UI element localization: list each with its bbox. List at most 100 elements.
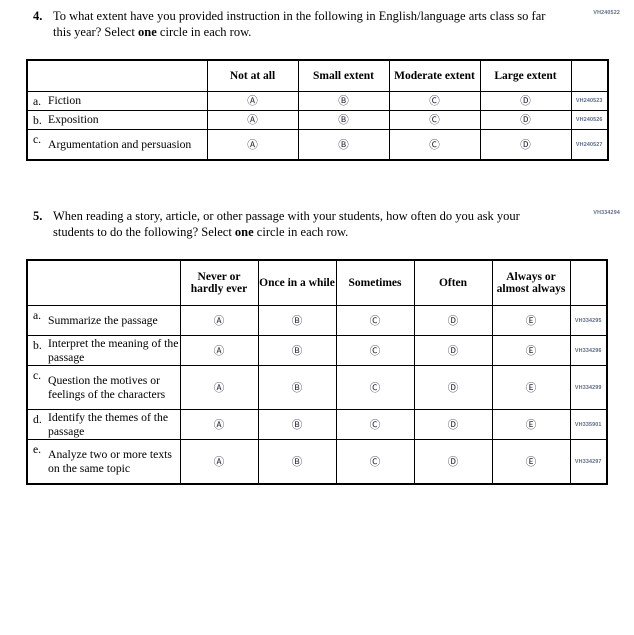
matrix-5-option-a2[interactable]: Ⓑ [257,305,337,336]
matrix-5-option-c1[interactable]: Ⓐ [179,365,259,410]
matrix-5-option-c4[interactable]: Ⓓ [413,365,493,410]
circle-option-b: Ⓑ [291,418,303,431]
circle-option-d: Ⓓ [520,95,531,107]
circle-option-c: Ⓒ [369,418,381,431]
matrix-5-option-e4[interactable]: Ⓓ [413,439,493,485]
question-5-text: When reading a story, article, or other … [53,208,554,240]
circle-option-b: Ⓑ [338,114,349,126]
matrix-5-option-b1[interactable]: Ⓐ [179,335,259,366]
question-block-4: VH240522 4. To what extent have you prov… [0,8,634,42]
item-code-row-c: VH240527 [570,129,609,161]
circle-option-e: Ⓔ [525,344,537,357]
circle-option-c: Ⓒ [429,138,440,151]
matrix-4-option-a4[interactable]: Ⓓ [479,91,572,111]
circle-option-c: Ⓒ [429,114,440,126]
matrix-5-option-a1[interactable]: Ⓐ [179,305,259,336]
item-code-question-5: VH334294 [593,210,620,216]
item-code-question-4: VH240522 [593,10,620,16]
matrix-4-column-header-1: Not at all [206,59,299,92]
circle-option-a: Ⓐ [213,314,225,327]
question-4-text-part2: circle in each row. [156,25,252,39]
matrix-4-header-row: Not at all Small extent Moderate extent … [26,59,609,92]
circle-option-a: Ⓐ [247,95,258,107]
circle-option-a: Ⓐ [213,455,225,468]
circle-option-b: Ⓑ [291,344,303,357]
table-row: b. Exposition Ⓐ Ⓑ Ⓒ Ⓓ VH240526 [26,110,609,130]
matrix-5-option-e2[interactable]: Ⓑ [257,439,337,485]
matrix-4-row-text-c: Argumentation and persuasion [48,137,192,151]
circle-option-d: Ⓓ [447,344,459,357]
matrix-5-option-d3[interactable]: Ⓒ [335,409,415,440]
matrix-5-option-b2[interactable]: Ⓑ [257,335,337,366]
matrix-4-row-label-c: c. Argumentation and persuasion [26,129,208,161]
question-5-number: 5. [33,209,43,223]
matrix-4-option-b2[interactable]: Ⓑ [297,110,390,130]
matrix-5-option-b5[interactable]: Ⓔ [491,335,571,366]
matrix-5-option-e1[interactable]: Ⓐ [179,439,259,485]
table-row: c. Argumentation and persuasion Ⓐ Ⓑ Ⓒ Ⓓ … [26,129,609,161]
matrix-table-4: Not at all Small extent Moderate extent … [26,59,609,161]
circle-option-b: Ⓑ [291,455,303,468]
matrix-4-option-a3[interactable]: Ⓒ [388,91,481,111]
matrix-5-option-c2[interactable]: Ⓑ [257,365,337,410]
table-row: e. Analyze two or more texts on the same… [26,439,608,485]
matrix-5-option-c5[interactable]: Ⓔ [491,365,571,410]
circle-option-d: Ⓓ [520,114,531,126]
matrix-5-option-a3[interactable]: Ⓒ [335,305,415,336]
matrix-5-option-b4[interactable]: Ⓓ [413,335,493,366]
circle-option-d: Ⓓ [447,455,459,468]
item-code-row-a: VH334295 [569,305,608,336]
matrix-4-column-header-3: Moderate extent [388,59,481,92]
matrix-5-option-a5[interactable]: Ⓔ [491,305,571,336]
question-block-5: VH334294 5. When reading a story, articl… [0,208,634,242]
question-4-response-matrix: Not at all Small extent Moderate extent … [26,59,609,161]
matrix-5-option-c3[interactable]: Ⓒ [335,365,415,410]
matrix-4-row-letter-a: a. [33,95,42,108]
matrix-4-option-b4[interactable]: Ⓓ [479,110,572,130]
matrix-5-option-d1[interactable]: Ⓐ [179,409,259,440]
matrix-5-column-header-2: Once in a while [257,259,337,306]
circle-option-d: Ⓓ [447,381,459,394]
matrix-4-corner-cell [26,59,208,92]
circle-option-a: Ⓐ [247,138,258,151]
item-code-row-b: VH334296 [569,335,608,366]
matrix-4-option-b1[interactable]: Ⓐ [206,110,299,130]
matrix-5-option-d4[interactable]: Ⓓ [413,409,493,440]
matrix-5-option-d5[interactable]: Ⓔ [491,409,571,440]
matrix-4-option-a2[interactable]: Ⓑ [297,91,390,111]
circle-option-c: Ⓒ [369,314,381,327]
matrix-4-idcol-header [570,59,609,92]
matrix-5-row-text-d: Identify the themes of the passage [48,411,169,438]
matrix-5-option-e3[interactable]: Ⓒ [335,439,415,485]
circle-option-c: Ⓒ [429,95,440,107]
matrix-table-5: Never or hardly ever Once in a while Som… [26,259,608,485]
matrix-4-option-c2[interactable]: Ⓑ [297,129,390,161]
matrix-4-option-a1[interactable]: Ⓐ [206,91,299,111]
matrix-4-option-c1[interactable]: Ⓐ [206,129,299,161]
matrix-5-option-d2[interactable]: Ⓑ [257,409,337,440]
question-4-header: 4. To what extent have you provided inst… [0,8,634,42]
matrix-4-row-label-b: b. Exposition [26,110,208,130]
question-5-response-matrix: Never or hardly ever Once in a while Som… [26,259,608,485]
circle-option-c: Ⓒ [369,381,381,394]
circle-option-d: Ⓓ [447,314,459,327]
table-row: a. Fiction Ⓐ Ⓑ Ⓒ Ⓓ VH240523 [26,91,609,111]
matrix-4-option-c4[interactable]: Ⓓ [479,129,572,161]
matrix-4-option-b3[interactable]: Ⓒ [388,110,481,130]
matrix-5-row-letter-c: c. [33,369,42,382]
matrix-4-row-text-b: Exposition [48,113,99,127]
matrix-4-option-c3[interactable]: Ⓒ [388,129,481,161]
matrix-5-option-e5[interactable]: Ⓔ [491,439,571,485]
circle-option-b: Ⓑ [338,138,349,151]
question-5-text-part2: circle in each row. [253,225,349,239]
matrix-5-row-letter-d: d. [33,413,42,426]
matrix-5-row-letter-b: b. [33,339,42,352]
matrix-5-option-b3[interactable]: Ⓒ [335,335,415,366]
table-row: d. Identify the themes of the passage Ⓐ … [26,409,608,440]
circle-option-c: Ⓒ [369,344,381,357]
matrix-4-row-text-a: Fiction [48,94,82,108]
item-code-row-c: VH334299 [569,365,608,410]
matrix-5-row-letter-a: a. [33,309,42,322]
matrix-5-option-a4[interactable]: Ⓓ [413,305,493,336]
